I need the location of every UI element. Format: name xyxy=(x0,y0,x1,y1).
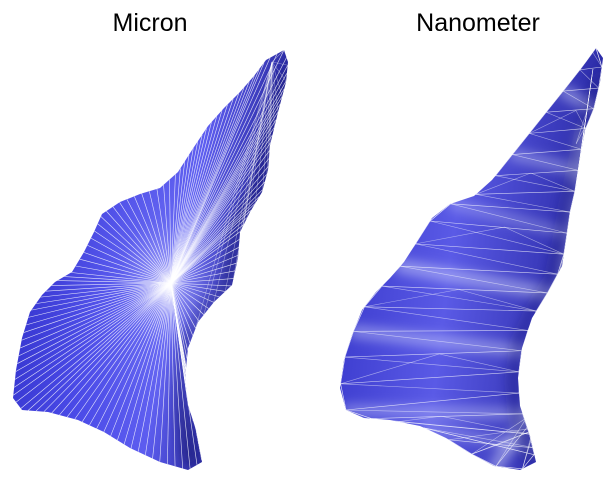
panel-label-nanometer: Nanometer xyxy=(416,9,540,37)
nanometer-mesh xyxy=(340,48,603,470)
panel-label-micron: Micron xyxy=(112,9,188,37)
micron-mesh xyxy=(13,50,288,470)
